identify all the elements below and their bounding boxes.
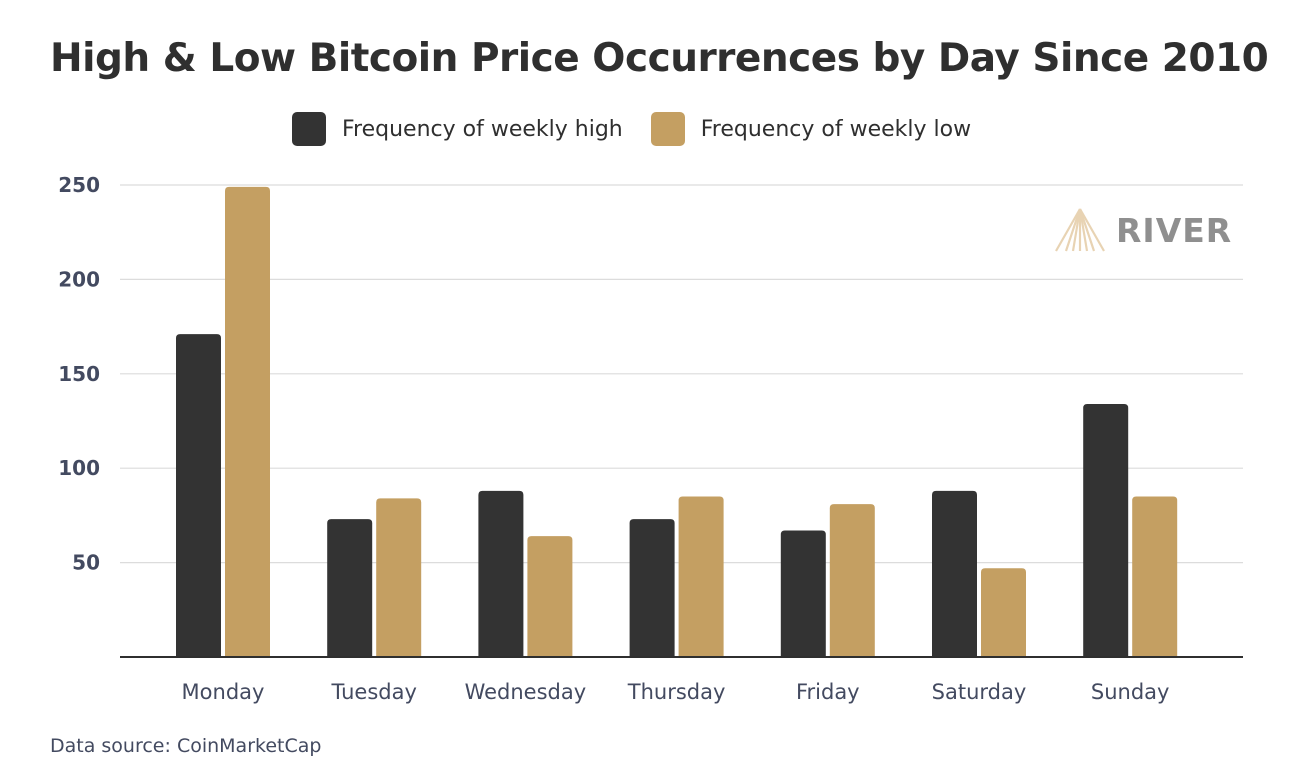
- chart-title: High & Low Bitcoin Price Occurrences by …: [50, 36, 1269, 81]
- legend-swatch-low: [650, 112, 685, 146]
- bar-weekly-high: [629, 519, 675, 657]
- legend-label-low: Frequency of weekly low: [700, 116, 972, 142]
- y-tick-label: 150: [58, 362, 100, 386]
- y-tick-label: 50: [72, 551, 100, 575]
- x-tick-label: Tuesday: [330, 680, 416, 704]
- bar-weekly-low: [829, 504, 875, 657]
- bar-weekly-high: [478, 490, 524, 657]
- legend-item-high: Frequency of weekly high: [292, 112, 623, 146]
- bar-weekly-high: [780, 530, 826, 657]
- y-tick-label: 200: [58, 267, 100, 291]
- river-logo-text: RIVER: [1116, 210, 1233, 250]
- data-source: Data source: CoinMarketCap: [50, 735, 322, 757]
- y-tick-label: 250: [58, 173, 100, 197]
- bars: [176, 186, 1178, 657]
- x-tick-label: Saturday: [932, 680, 1027, 704]
- bar-weekly-low: [678, 496, 724, 657]
- bar-weekly-low: [1132, 496, 1178, 657]
- x-tick-label: Wednesday: [465, 680, 587, 704]
- bar-weekly-low: [376, 498, 422, 657]
- bar-weekly-high: [1083, 404, 1129, 657]
- bar-weekly-high: [932, 490, 977, 657]
- legend-swatch-high: [292, 112, 326, 146]
- y-tick-label: 100: [58, 456, 100, 480]
- x-tick-label: Sunday: [1091, 680, 1170, 704]
- x-tick-label: Monday: [182, 680, 265, 704]
- x-axis-ticks: Monday Tuesday Wednesday Thursday Friday Satu…: [182, 680, 1170, 704]
- y-axis-ticks: 50 100 150 200 250: [58, 173, 100, 575]
- bar-weekly-low: [225, 186, 270, 657]
- river-logo: RIVER: [1054, 207, 1232, 253]
- bar-weekly-high: [176, 334, 221, 657]
- bar-weekly-low: [527, 536, 573, 657]
- x-tick-label: Thursday: [627, 680, 726, 704]
- legend-label-high: Frequency of weekly high: [342, 116, 623, 142]
- x-tick-label: Friday: [796, 680, 860, 704]
- bar-weekly-high: [327, 519, 373, 657]
- river-mark-icon: [1055, 208, 1105, 252]
- bar-weekly-low: [981, 568, 1026, 657]
- legend-item-low: Frequency of weekly low: [650, 112, 972, 146]
- legend: Frequency of weekly high Frequency of we…: [292, 112, 999, 146]
